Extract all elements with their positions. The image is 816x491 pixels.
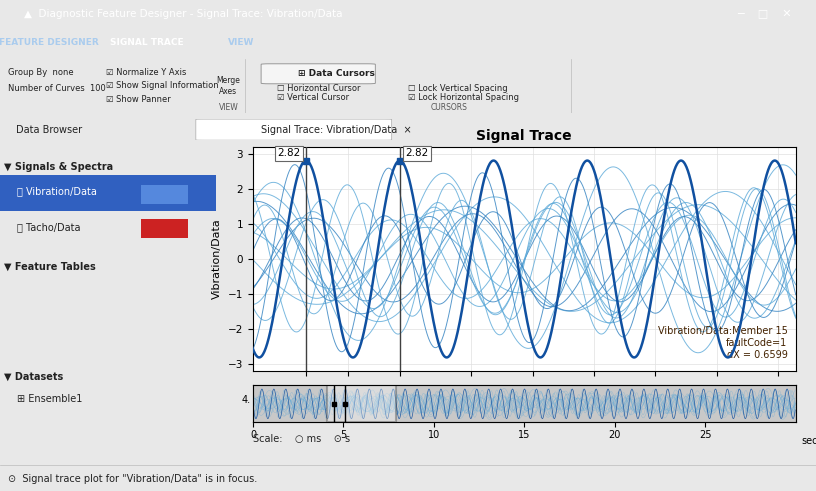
- Text: ▲  Diagnostic Feature Designer - Signal Trace: Vibration/Data: ▲ Diagnostic Feature Designer - Signal T…: [24, 8, 343, 19]
- Title: Signal Trace: Signal Trace: [477, 129, 572, 143]
- Text: SIGNAL TRACE: SIGNAL TRACE: [110, 38, 184, 48]
- Text: 4.: 4.: [241, 395, 251, 405]
- Bar: [326, 385, 396, 422]
- Text: ☑ Show Signal Information: ☑ Show Signal Information: [106, 82, 219, 90]
- Text: ▼ Datasets: ▼ Datasets: [4, 372, 64, 382]
- FancyBboxPatch shape: [261, 64, 375, 84]
- Text: 2.82: 2.82: [406, 148, 428, 159]
- Text: 4.4538: 4.4538: [289, 388, 323, 399]
- Text: ☐ Lock Vertical Spacing: ☐ Lock Vertical Spacing: [408, 84, 508, 93]
- Text: ⊙  Signal trace plot for "Vibration/Data" is in focus.: ⊙ Signal trace plot for "Vibration/Data"…: [8, 474, 257, 484]
- Text: 2.82: 2.82: [277, 148, 300, 159]
- Text: ▼ Signals & Spectra: ▼ Signals & Spectra: [4, 163, 113, 172]
- Text: Group By  none: Group By none: [8, 68, 73, 77]
- Text: FEATURE DESIGNER: FEATURE DESIGNER: [0, 38, 99, 48]
- Text: ⊞ Data Cursors: ⊞ Data Cursors: [298, 69, 375, 78]
- X-axis label: Time: Time: [511, 405, 538, 415]
- Text: VIEW: VIEW: [219, 103, 238, 112]
- Text: 📊 Tacho/Data: 📊 Tacho/Data: [17, 222, 81, 232]
- Text: 📊 Vibration/Data: 📊 Vibration/Data: [17, 187, 97, 196]
- Text: ☑ Normalize Y Axis: ☑ Normalize Y Axis: [106, 68, 186, 77]
- Text: Number of Curves  100: Number of Curves 100: [8, 84, 106, 93]
- Text: Data Browser: Data Browser: [16, 125, 82, 135]
- Text: ☑ Vertical Cursor: ☑ Vertical Cursor: [277, 93, 349, 102]
- Bar: [140, 218, 188, 238]
- FancyBboxPatch shape: [196, 119, 392, 140]
- Text: 5.1137: 5.1137: [383, 388, 417, 399]
- Text: ☐ Horizontal Cursor: ☐ Horizontal Cursor: [277, 84, 361, 93]
- Text: CURSORS: CURSORS: [430, 103, 468, 112]
- Text: Signal Trace: Vibration/Data  ×: Signal Trace: Vibration/Data ×: [261, 125, 412, 135]
- Text: Scale:    ○ ms    ⊙ s: Scale: ○ ms ⊙ s: [253, 435, 350, 444]
- Text: sec: sec: [779, 395, 796, 405]
- Text: ☑ Show Panner: ☑ Show Panner: [106, 95, 171, 104]
- Text: VIEW: VIEW: [228, 38, 254, 48]
- Text: ☑ Lock Horizontal Spacing: ☑ Lock Horizontal Spacing: [408, 93, 519, 102]
- FancyBboxPatch shape: [0, 175, 216, 211]
- Text: ─    □    ✕: ─ □ ✕: [737, 8, 792, 19]
- Text: ▼ Feature Tables: ▼ Feature Tables: [4, 262, 96, 272]
- Text: sec: sec: [801, 436, 816, 446]
- Y-axis label: Vibration/Data: Vibration/Data: [212, 218, 222, 300]
- Text: Vibration/Data:Member 15
faultCode=1
dX = 0.6599: Vibration/Data:Member 15 faultCode=1 dX …: [658, 327, 787, 359]
- Bar: [140, 185, 188, 204]
- Text: ⊞ Ensemble1: ⊞ Ensemble1: [17, 394, 82, 404]
- Text: Merge
Axes: Merge Axes: [216, 76, 241, 96]
